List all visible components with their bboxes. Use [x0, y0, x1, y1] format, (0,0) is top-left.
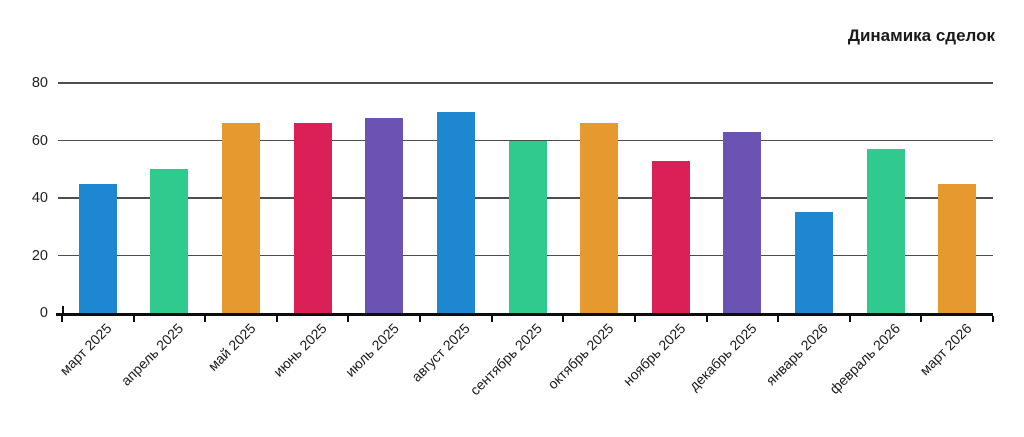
x-axis-label: октябрь 2025 [544, 320, 617, 393]
bar[interactable] [78, 183, 117, 313]
x-axis-label: июнь 2025 [270, 320, 330, 380]
bar[interactable] [436, 111, 475, 313]
x-axis-tick [848, 316, 851, 322]
x-axis-label: март 2026 [916, 320, 975, 379]
bar[interactable] [866, 149, 905, 313]
x-axis-tick [705, 316, 708, 322]
bar[interactable] [365, 117, 404, 313]
x-axis-label: апрель 2025 [118, 320, 187, 389]
x-axis-tick [490, 316, 493, 322]
bar[interactable] [723, 131, 762, 313]
x-axis-tick [204, 316, 207, 322]
x-axis-tick [419, 316, 422, 322]
x-axis-tick [275, 316, 278, 322]
x-axis-label: июль 2025 [341, 320, 402, 380]
x-axis-line [56, 313, 993, 316]
chart-title: Динамика сделок [847, 26, 995, 45]
x-axis-start-stub [62, 306, 64, 313]
x-axis-label: май 2025 [204, 320, 259, 374]
x-axis-label: январь 2026 [763, 320, 832, 389]
bar[interactable] [580, 123, 619, 313]
y-axis-label: 40 [31, 190, 48, 206]
bar[interactable] [222, 123, 261, 313]
x-axis-tick [132, 316, 135, 322]
bar[interactable] [293, 123, 332, 313]
x-axis-label: сентябрь 2025 [466, 320, 545, 399]
x-axis-tick [562, 316, 565, 322]
x-axis-tick [920, 316, 923, 322]
x-axis-tick [992, 316, 994, 322]
gridline-80 [58, 82, 993, 84]
x-axis-tick [347, 316, 350, 322]
x-axis-label: декабрь 2025 [685, 320, 760, 394]
x-axis-label: март 2025 [56, 320, 116, 379]
y-axis-label: 0 [39, 305, 48, 321]
bar[interactable] [150, 169, 189, 313]
y-axis-label: 60 [31, 132, 48, 149]
gridline-60 [58, 139, 993, 142]
x-axis-tick [61, 316, 63, 322]
bar[interactable] [651, 160, 690, 313]
x-axis-label: ноябрь 2025 [619, 320, 689, 389]
x-axis-label: август 2025 [408, 320, 474, 385]
y-axis-label: 80 [31, 75, 48, 91]
y-axis-label: 20 [31, 247, 48, 264]
bar[interactable] [508, 140, 547, 313]
x-axis-label: февраль 2026 [825, 320, 903, 397]
x-axis-tick [633, 316, 636, 322]
bar[interactable] [794, 212, 833, 313]
x-axis-tick [777, 316, 780, 322]
bar[interactable] [938, 183, 977, 313]
